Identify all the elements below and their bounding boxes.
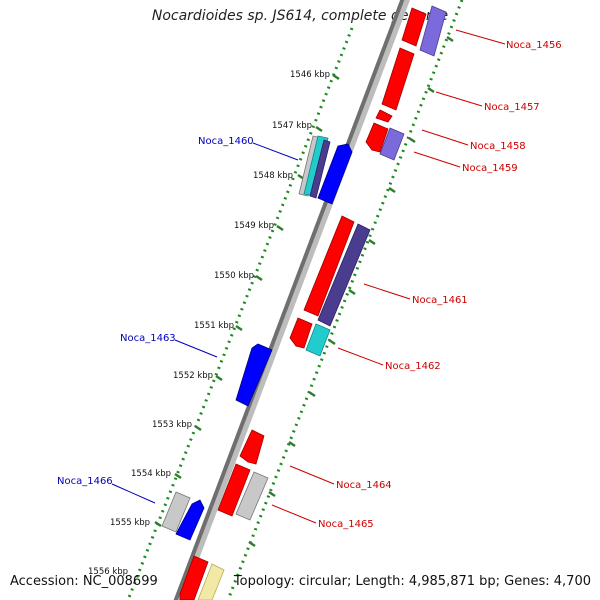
gene-bottom-yellow[interactable] [197, 563, 225, 600]
label-noca-1464: Noca_1464 [336, 480, 392, 491]
leader-lines [111, 29, 506, 524]
gene-noca-1460-blue[interactable] [317, 143, 353, 205]
label-noca-1462: Noca_1462 [385, 361, 441, 372]
gene-noca-1464[interactable] [217, 463, 251, 517]
label-noca-1463: Noca_1463 [120, 333, 176, 344]
label-noca-1457: Noca_1457 [484, 102, 540, 113]
kbp-label-1549: 1549 kbp [234, 221, 274, 231]
kbp-label-1547: 1547 kbp [272, 121, 312, 131]
inner-ticks [154, 73, 340, 528]
label-noca-1466: Noca_1466 [57, 476, 113, 487]
topology-text: Topology: circular; Length: 4,985,871 bp… [233, 574, 591, 589]
gene-labels: Noca_1456 Noca_1457 Noca_1458 Noca_1459 … [57, 40, 562, 530]
gene-noca-1464-red-small[interactable] [239, 429, 265, 465]
gene-noca-1462-red[interactable] [289, 317, 313, 349]
gene-noca-1456-red[interactable] [401, 7, 427, 47]
kbp-tick-labels: 1546 kbp 1547 kbp 1548 kbp 1549 kbp 1550… [88, 70, 330, 577]
gene-noca-1466-blue[interactable] [175, 499, 205, 541]
gene-bottom-red[interactable] [179, 555, 209, 600]
gene-noca-1462[interactable] [305, 323, 331, 357]
kbp-label-1548: 1548 kbp [253, 171, 293, 181]
gene-noca-1460-dark[interactable] [309, 139, 331, 199]
gene-noca-1466-gray[interactable] [161, 491, 191, 533]
gene-noca-1465[interactable] [235, 471, 269, 521]
backbone-shadow [176, 0, 410, 600]
genome-backbone [173, 0, 405, 600]
label-noca-1456: Noca_1456 [506, 40, 562, 51]
kbp-label-1552: 1552 kbp [173, 371, 213, 381]
label-noca-1458: Noca_1458 [470, 141, 526, 152]
gene-noca-1463[interactable] [235, 343, 273, 407]
kbp-label-1550: 1550 kbp [214, 271, 254, 281]
outer-ticks [248, 35, 454, 548]
kbp-label-1556: 1556 kbp [88, 567, 128, 577]
outer-dotted-track [226, 0, 464, 600]
gene-noca-1457[interactable] [381, 47, 415, 111]
gene-noca-1459[interactable] [379, 127, 405, 161]
label-noca-1465: Noca_1465 [318, 519, 374, 530]
gene-noca-1458-small[interactable] [375, 109, 393, 123]
gene-noca-1458[interactable] [365, 122, 389, 153]
kbp-label-1554: 1554 kbp [131, 469, 171, 479]
gene-noca-1456-purple[interactable] [419, 5, 447, 57]
kbp-label-1551: 1551 kbp [194, 321, 234, 331]
gene-noca-1461[interactable] [317, 223, 371, 327]
label-noca-1460: Noca_1460 [198, 136, 254, 147]
genes [161, 5, 447, 600]
label-noca-1461: Noca_1461 [412, 295, 468, 306]
genome-title: Nocardioides sp. JS614, complete genome [151, 8, 449, 24]
gene-noca-1461-red[interactable] [303, 215, 355, 317]
kbp-label-1546: 1546 kbp [290, 70, 330, 80]
inner-dotted-track [126, 27, 354, 600]
label-noca-1459: Noca_1459 [462, 163, 518, 174]
kbp-label-1553: 1553 kbp [152, 420, 192, 430]
kbp-label-1555: 1555 kbp [110, 518, 150, 528]
accession-text: Accession: NC_008699 [10, 574, 158, 589]
